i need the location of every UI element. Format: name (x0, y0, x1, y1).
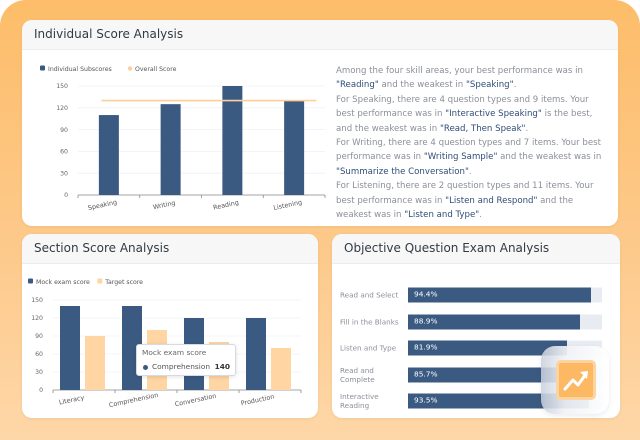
bar-individual-subscores (160, 104, 181, 195)
trend-badge[interactable] (541, 346, 609, 414)
legend-label: Overall Score (135, 66, 177, 73)
summary-highlight: "Writing Sample" (423, 152, 498, 163)
summary-text: For Listening, there are 2 question type… (336, 181, 594, 206)
legend-marker (127, 66, 133, 71)
summary-text: Among the four skill areas, your best pe… (336, 66, 583, 76)
legend-marker (40, 65, 45, 71)
summary-text: For Writing, there are 4 question types … (336, 138, 601, 163)
y-tick-label: 150 (56, 83, 68, 90)
tooltip-title: Mock exam score (142, 348, 207, 357)
summary-paragraph: Among the four skill areas, your best pe… (336, 64, 608, 93)
y-tick-label: 150 (31, 297, 43, 304)
bar-mock-exam-score (246, 318, 266, 390)
y-tick-label: 60 (35, 351, 43, 358)
bar-target-score (271, 348, 291, 390)
x-tick-label: Literacy (58, 393, 85, 406)
x-tick-label: Production (240, 393, 275, 408)
section-card-title: Section Score Analysis (22, 234, 318, 264)
summary-text: and the weakest was in (497, 152, 602, 163)
bar-individual-subscores (222, 86, 243, 195)
individual-card-title: Individual Score Analysis (22, 20, 618, 50)
summary-text: . (479, 210, 482, 221)
summary-highlight: "Summarize the Conversation" (336, 166, 469, 177)
legend-marker (28, 278, 33, 284)
objective-value: 93.5% (414, 395, 438, 405)
objective-label: Interactive Reading (340, 392, 379, 411)
summary-text: . (513, 80, 517, 91)
objective-progress-fill: 85.7% (408, 367, 575, 383)
individual-score-card: Individual Score Analysis Individual Sub… (22, 20, 618, 226)
x-tick-label: Speaking (87, 198, 118, 212)
summary-highlight: "Reading" (336, 80, 379, 91)
section-score-card: Section Score Analysis Mock exam score Ta… (22, 234, 318, 418)
tooltip-label: Comprehension (152, 362, 211, 371)
summary-text: and the weakest in (378, 80, 466, 91)
summary-highlight: "Interactive Speaking" (445, 109, 542, 120)
y-tick-label: 120 (56, 105, 68, 112)
chart-tooltip: Mock exam score Comprehension 140 (136, 344, 236, 376)
y-tick-label: 90 (60, 127, 68, 134)
summary-text: . (468, 166, 472, 177)
objective-row: Read and Select 94.4% (338, 282, 608, 309)
trending-up-icon (563, 371, 588, 391)
individual-score-chart: Individual Subscores Overall Score 0 30 60 90… (40, 65, 326, 212)
objective-value: 88.9% (414, 316, 438, 326)
trend-badge-tile (556, 360, 596, 400)
x-tick-label: Listening (273, 198, 303, 212)
summary-text: is the best, and the weakest was in (336, 109, 593, 134)
objective-progress-fill: 81.9% (408, 340, 567, 356)
y-tick-label: 120 (31, 315, 43, 322)
tooltip-value: 140 (214, 362, 230, 371)
objective-value: 81.9% (414, 342, 438, 352)
objective-value: 85.7% (414, 369, 438, 379)
legend-label: Target score (104, 279, 143, 286)
tooltip-series-dot (143, 365, 148, 370)
y-tick-label: 30 (35, 369, 43, 376)
objective-progress-track: 88.9% (408, 314, 602, 330)
objective-progress-fill: 88.9% (408, 314, 581, 330)
summary-paragraph: For Speaking, there are 4 question types… (336, 93, 608, 136)
summary-text: and the weakest was in (336, 195, 574, 221)
objective-card-title: Objective Question Exam Analysis (332, 234, 620, 264)
x-tick-label: Conversation (174, 392, 217, 409)
x-tick-label: Reading (212, 198, 239, 211)
summary-text: . (525, 123, 529, 134)
bar-individual-subscores (284, 100, 305, 195)
y-tick-label: 60 (60, 149, 68, 156)
summary-highlight: "Listen and Respond" (445, 195, 538, 206)
y-tick-label: 0 (64, 192, 68, 199)
summary-highlight: "Read, Then Speak" (439, 123, 526, 134)
section-score-chart: Mock exam score Target score 0 30 60 90 120 150… (28, 278, 302, 409)
summary-highlight: "Speaking" (465, 80, 514, 91)
x-tick-label: Writing (152, 199, 176, 212)
objective-label: Listen and Type (340, 343, 397, 353)
y-tick-label: 90 (35, 333, 43, 340)
legend-label: Individual Subscores (48, 66, 112, 73)
bar-target-score (85, 336, 105, 390)
summary-paragraph: For Listening, there are 2 question type… (336, 179, 608, 222)
summary-highlight: "Listen and Type" (404, 210, 480, 221)
objective-value: 94.4% (414, 289, 438, 299)
legend-label: Mock exam score (36, 279, 90, 286)
x-tick-label: Comprehension (108, 391, 159, 409)
y-tick-label: 30 (60, 170, 68, 177)
summary-text: For Speaking, there are 4 question types… (336, 94, 589, 120)
objective-progress-fill: 94.4% (408, 287, 592, 303)
objective-label: Fill in the Blanks (340, 317, 399, 327)
bar-individual-subscores (98, 115, 119, 195)
objective-progress-track: 94.4% (408, 287, 602, 303)
objective-label: Read and Select (340, 290, 399, 300)
bar-mock-exam-score (60, 306, 80, 390)
objective-row: Fill in the Blanks 88.9% (338, 309, 608, 336)
y-tick-label: 0 (39, 387, 43, 394)
summary-paragraph: For Writing, there are 4 question types … (336, 136, 608, 179)
legend-marker (97, 278, 103, 284)
objective-label: Read and Complete (340, 365, 375, 384)
individual-summary-text: Among the four skill areas, your best pe… (336, 64, 608, 222)
